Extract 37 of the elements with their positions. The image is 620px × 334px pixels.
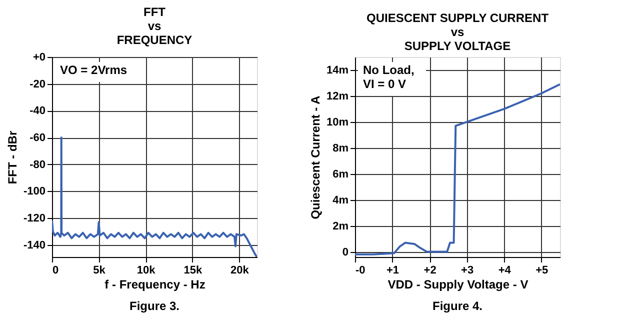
y-tick-label: +0	[32, 52, 46, 64]
y-tick-label: 2m	[332, 220, 349, 232]
y-tick-label: -100	[23, 186, 46, 198]
y-tick-label: 12m	[326, 90, 349, 102]
x-axis-title: f - Frequency - Hz	[104, 278, 206, 292]
y-tick-label: 10m	[326, 116, 349, 128]
y-tick-label: 0	[342, 246, 348, 258]
y-tick-label: 4m	[332, 194, 349, 206]
x-tick-label: 5k	[93, 264, 106, 276]
x-tick-label: +5	[536, 264, 548, 276]
y-tick-label: -60	[30, 132, 46, 144]
y-tick-label: -80	[30, 158, 46, 171]
x-axis-title: VDD - Supply Voltage - V	[388, 278, 528, 292]
x-tick-label: +3	[461, 264, 474, 276]
x-tick-label: 10k	[136, 264, 156, 276]
y-tick-label: -20	[30, 78, 46, 90]
x-tick-label: 20k	[230, 264, 250, 276]
y-tick-label: -120	[23, 212, 46, 225]
annotation: No Load, VI = 0 V	[363, 63, 414, 91]
y-tick-label: 14m	[326, 64, 349, 76]
y-tick-label: 6m	[332, 168, 349, 180]
chart-title: QUIESCENT SUPPLY CURRENT vs SUPPLY VOLTAGE	[366, 11, 550, 53]
x-tick-label: -0	[356, 264, 366, 276]
x-tick-label: 15k	[184, 264, 203, 276]
y-tick-label: -40	[30, 105, 46, 118]
x-tick-label: +2	[424, 264, 436, 276]
y-axis-title: FFT - dBr	[5, 130, 20, 184]
caption: Figure 4.	[432, 299, 483, 313]
annotation: VO = 2Vrms	[60, 63, 128, 77]
x-tick-label: +4	[498, 264, 512, 276]
chart-title: FFT vs FREQUENCY	[116, 5, 192, 47]
x-tick-label: +1	[386, 264, 400, 276]
y-tick-label: 8m	[332, 142, 349, 154]
y-tick-label: -140	[23, 239, 46, 252]
caption: Figure 3.	[129, 299, 180, 313]
x-tick-label: 0	[52, 264, 59, 276]
y-axis-title: Quiescent Current - A	[308, 95, 322, 220]
